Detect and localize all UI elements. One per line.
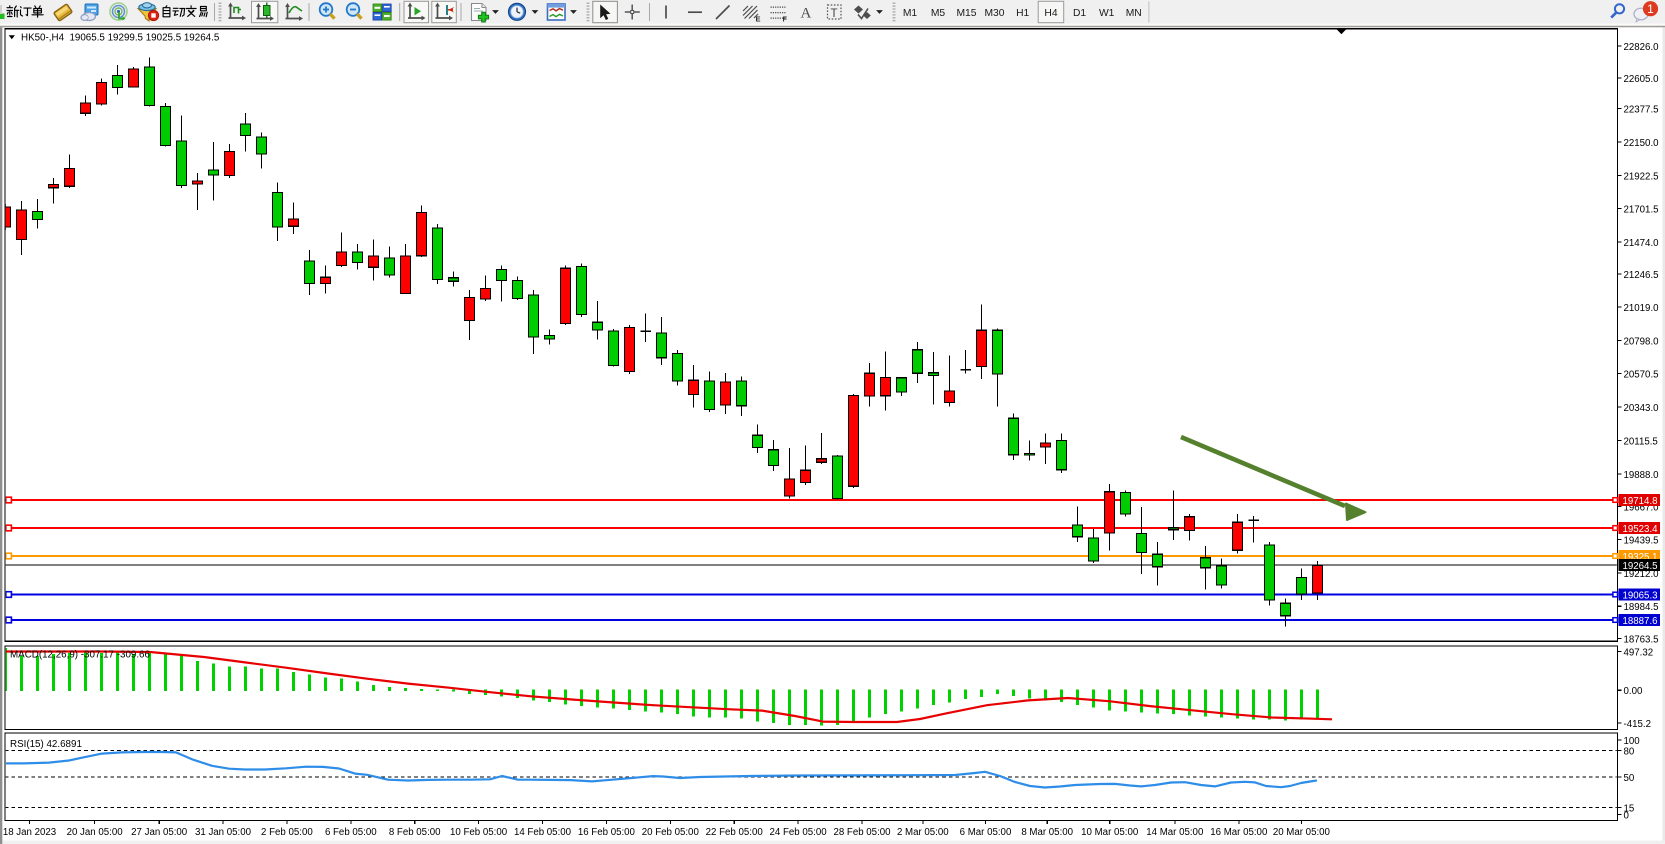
svg-text:M1: M1 [903,8,918,19]
svg-text:19714.8: 19714.8 [1623,496,1658,507]
svg-text:80: 80 [1624,747,1635,758]
svg-text:21701.5: 21701.5 [1624,205,1659,216]
svg-text:22 Feb 05:00: 22 Feb 05:00 [706,827,764,838]
svg-text:19667.0: 19667.0 [1624,502,1660,513]
svg-text:H1: H1 [1016,8,1029,19]
svg-text:E: E [756,15,761,24]
svg-text:497.32: 497.32 [1624,648,1654,659]
svg-text:24 Feb 05:00: 24 Feb 05:00 [770,827,828,838]
svg-text:6 Feb 05:00: 6 Feb 05:00 [325,827,377,838]
svg-text:50: 50 [1624,773,1635,784]
svg-text:22605.0: 22605.0 [1624,74,1660,85]
svg-text:8 Mar 05:00: 8 Mar 05:00 [1021,827,1073,838]
svg-text:19065.3: 19065.3 [1623,591,1658,602]
svg-text:19212.0: 19212.0 [1624,569,1660,580]
svg-text:HK50-,H4 19065.5 19299.5 1902: HK50-,H4 19065.5 19299.5 19025.5 19264.5 [21,33,220,44]
svg-text:21922.5: 21922.5 [1624,172,1659,183]
svg-text:20 Feb 05:00: 20 Feb 05:00 [642,827,700,838]
svg-text:6 Mar 05:00: 6 Mar 05:00 [960,827,1012,838]
svg-text:20570.5: 20570.5 [1624,370,1659,381]
svg-text:14 Feb 05:00: 14 Feb 05:00 [514,827,572,838]
svg-text:19439.5: 19439.5 [1624,536,1659,547]
svg-text:MN: MN [1126,8,1142,19]
svg-text:D1: D1 [1073,8,1086,19]
svg-text:RSI(15) 42.6891: RSI(15) 42.6891 [10,739,82,750]
svg-text:0: 0 [1624,810,1630,821]
svg-text:W1: W1 [1099,8,1115,19]
svg-text:20115.5: 20115.5 [1624,437,1658,448]
svg-text:27 Jan 05:00: 27 Jan 05:00 [131,827,188,838]
svg-text:16 Mar 05:00: 16 Mar 05:00 [1210,827,1268,838]
svg-text:10 Mar 05:00: 10 Mar 05:00 [1081,827,1139,838]
svg-text:2 Mar 05:00: 2 Mar 05:00 [897,827,949,838]
svg-text:14 Mar 05:00: 14 Mar 05:00 [1146,827,1204,838]
svg-text:M30: M30 [984,8,1004,19]
svg-text:22377.5: 22377.5 [1624,105,1659,116]
svg-text:20343.0: 20343.0 [1624,403,1660,414]
svg-text:21474.0: 21474.0 [1624,238,1660,249]
svg-text:2 Feb 05:00: 2 Feb 05:00 [261,827,313,838]
svg-text:T: T [831,8,838,20]
svg-text:18763.5: 18763.5 [1624,635,1659,646]
svg-text:F: F [783,15,788,24]
svg-text:18 Jan 2023: 18 Jan 2023 [3,827,56,838]
svg-text:A: A [801,6,812,22]
svg-text:18887.6: 18887.6 [1623,616,1658,627]
svg-text:8 Feb 05:00: 8 Feb 05:00 [389,827,441,838]
svg-text:100: 100 [1624,736,1641,747]
svg-text:19888.0: 19888.0 [1624,470,1660,481]
svg-text:22150.0: 22150.0 [1624,138,1660,149]
svg-text:-415.2: -415.2 [1624,719,1651,730]
svg-text:19523.4: 19523.4 [1623,524,1659,535]
svg-text:1: 1 [1647,2,1654,16]
svg-text:22826.0: 22826.0 [1624,42,1660,53]
svg-text:M15: M15 [956,8,976,19]
svg-text:16 Feb 05:00: 16 Feb 05:00 [578,827,636,838]
svg-text:20 Mar 05:00: 20 Mar 05:00 [1273,827,1331,838]
svg-text:20798.0: 20798.0 [1624,337,1660,348]
svg-text:15: 15 [1624,803,1635,814]
svg-text:10 Feb 05:00: 10 Feb 05:00 [450,827,508,838]
svg-text:M5: M5 [931,8,946,19]
svg-text:18984.5: 18984.5 [1624,602,1659,613]
svg-text:28 Feb 05:00: 28 Feb 05:00 [833,827,891,838]
svg-text:19325.1: 19325.1 [1623,552,1658,563]
svg-text:19264.5: 19264.5 [1623,561,1658,572]
svg-text:H4: H4 [1044,8,1057,19]
svg-text:31 Jan 05:00: 31 Jan 05:00 [195,827,252,838]
svg-text:20 Jan 05:00: 20 Jan 05:00 [67,827,124,838]
svg-text:0.00: 0.00 [1624,686,1643,697]
svg-text:MACD(12,26,9) -307.17 -309.66: MACD(12,26,9) -307.17 -309.66 [10,650,151,661]
svg-text:21246.5: 21246.5 [1624,270,1659,281]
svg-text:21019.0: 21019.0 [1624,303,1660,314]
